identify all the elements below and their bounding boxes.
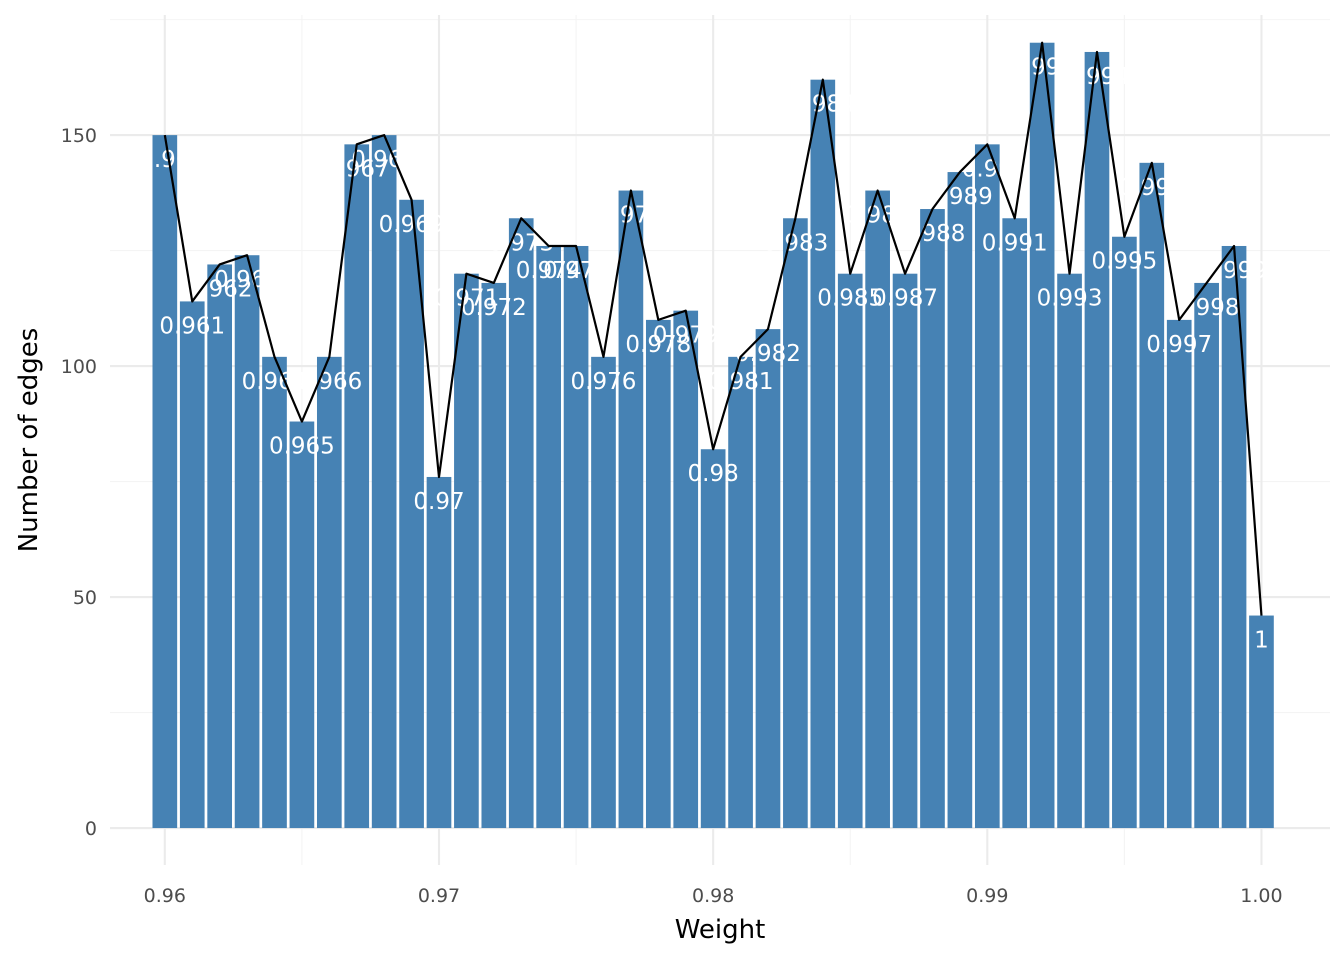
bar-value-label: 0.963 [214, 267, 280, 293]
x-tick-label: 0.96 [144, 885, 186, 907]
bar-value-label: 0.978 [625, 332, 691, 358]
bar [152, 135, 178, 829]
bar-value-label: 0.997 [1146, 332, 1212, 358]
bar-value-label: 0.977 [598, 203, 664, 229]
bar-value-label: 0.973 [488, 230, 554, 256]
bar-value-label: 0.965 [269, 434, 335, 460]
bar-value-label: 0.971 [433, 286, 499, 312]
bar [700, 449, 726, 829]
bar [920, 209, 945, 829]
y-tick-label: 50 [73, 587, 97, 609]
bar-value-label: 0.976 [571, 369, 637, 395]
bar-value-label: 0.993 [1037, 286, 1103, 312]
bar-value-label: 0.996 [1119, 175, 1185, 201]
bar-value-label: 0.967 [324, 156, 390, 182]
bar [536, 245, 561, 829]
bar-value-label: 0.983 [762, 230, 828, 256]
bar-value-label: 0.961 [159, 313, 225, 339]
bar-labels: 0.960.9610.9620.9630.9640.9650.9660.9670… [139, 55, 1269, 654]
y-axis-tick-labels: 0 50 100 150 [61, 125, 97, 840]
bar [371, 135, 397, 829]
bar [508, 218, 534, 829]
bar-value-label: 0.966 [296, 369, 362, 395]
bar [1002, 218, 1028, 829]
bar-value-label: 0.974 [516, 258, 582, 284]
bar-value-label: 0.994 [1064, 64, 1130, 90]
bar-value-label: 0.992 [1009, 55, 1075, 81]
bar [262, 356, 287, 829]
bar [316, 356, 342, 829]
bar [618, 190, 644, 829]
bar [234, 255, 260, 829]
bar [673, 310, 699, 829]
bar-value-label: 0.982 [735, 341, 801, 367]
bar [481, 282, 507, 829]
bar [399, 199, 424, 829]
bar-value-label: 0.96 [139, 147, 190, 173]
bar-value-label: 0.97 [413, 489, 464, 515]
x-axis-title: Weight [675, 915, 766, 945]
bar [892, 273, 918, 829]
bar-value-label: 0.975 [543, 258, 609, 284]
bar-value-label: 0.991 [982, 230, 1048, 256]
bar [755, 329, 781, 829]
bar [289, 421, 315, 829]
bar [974, 144, 1000, 829]
bar-value-label: 1 [1254, 628, 1269, 654]
y-tick-label: 100 [61, 356, 97, 378]
bar-value-label: 0.999 [1201, 258, 1267, 284]
bar [865, 190, 890, 829]
bar-value-label: 0.972 [461, 295, 527, 321]
bar-value-label: 0.98 [688, 461, 739, 487]
bar [1194, 282, 1219, 829]
bar-value-label: 0.989 [927, 184, 993, 210]
bar-value-label: 0.985 [817, 286, 883, 312]
x-tick-label: 0.97 [418, 885, 460, 907]
bar-value-label: 0.988 [900, 221, 966, 247]
bar [426, 476, 452, 829]
bar [810, 79, 836, 829]
bar-value-label: 0.99 [962, 156, 1013, 182]
bar-value-label: 0.969 [379, 212, 445, 238]
bar-value-label: 0.968 [351, 147, 417, 173]
bar [207, 264, 232, 829]
bar [1221, 245, 1247, 829]
bars [152, 42, 1274, 829]
bar [947, 172, 973, 829]
bar-value-label: 0.998 [1174, 295, 1240, 321]
bar-value-label: 0.984 [790, 92, 856, 118]
x-axis-tick-labels: 0.96 0.97 0.98 0.99 1.00 [144, 885, 1283, 907]
x-tick-label: 1.00 [1240, 885, 1282, 907]
bar [179, 301, 205, 829]
trend-line [163, 41, 1263, 616]
bar [837, 273, 863, 829]
bar [783, 218, 808, 829]
bar [1029, 42, 1055, 829]
bar-value-label: 0.964 [242, 369, 308, 395]
bar [1112, 236, 1137, 829]
bar [344, 144, 370, 829]
x-tick-label: 0.98 [692, 885, 734, 907]
bar-value-label: 0.981 [708, 369, 774, 395]
bar-value-label: 0.987 [872, 286, 938, 312]
bar [1057, 273, 1082, 829]
bar-value-label: 0.962 [187, 276, 253, 302]
bar-value-label: 0.986 [845, 203, 911, 229]
bar [645, 319, 671, 829]
bar [454, 273, 479, 829]
bar [591, 356, 616, 829]
y-tick-label: 0 [85, 818, 97, 840]
bar [1139, 162, 1165, 829]
bar [1249, 615, 1274, 829]
bar-value-label: 0.995 [1091, 249, 1157, 275]
x-tick-label: 0.99 [966, 885, 1008, 907]
y-axis-title: Number of edges [14, 328, 44, 553]
bar [1084, 51, 1110, 829]
bar [728, 356, 753, 829]
bar [1166, 319, 1192, 829]
bar [563, 245, 589, 829]
bar-value-label: 0.979 [653, 323, 719, 349]
y-tick-label: 150 [61, 125, 97, 147]
